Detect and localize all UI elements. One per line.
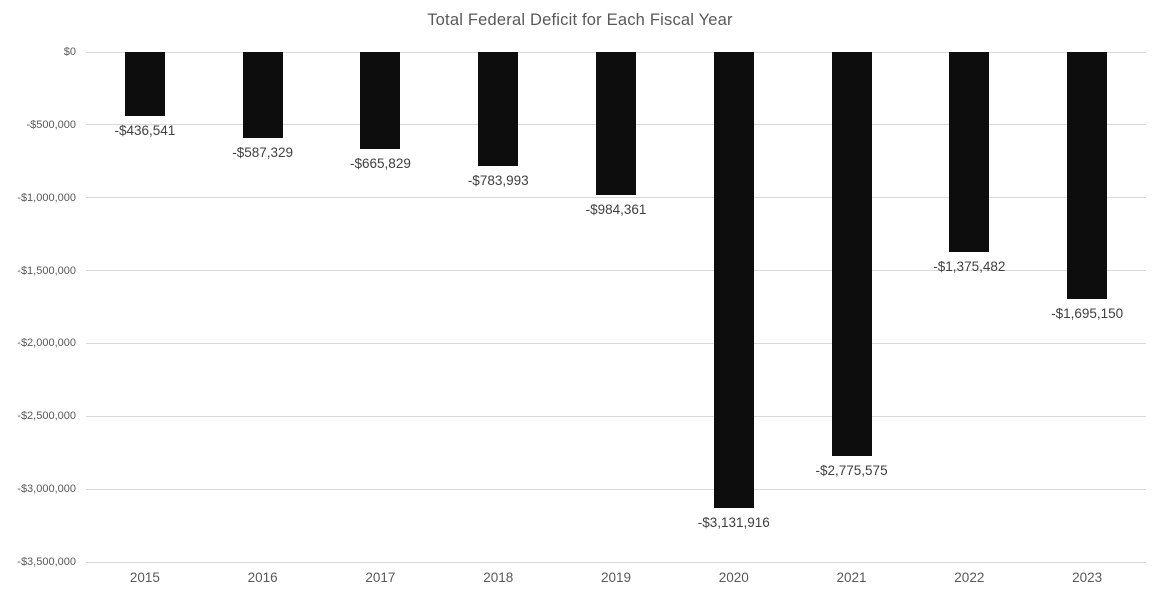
bar-value-label: -$1,375,482 [933,259,1006,275]
deficit-bar [242,52,283,138]
bar-value-label: -$665,829 [350,156,411,172]
bar-value-label: -$2,775,575 [815,463,888,479]
y-gridline [86,561,1146,563]
x-axis-category-label: 2015 [129,570,160,585]
bar-value-label: -$783,993 [467,173,529,189]
y-gridline [86,270,1146,272]
y-axis-tick-label: -$3,000,000 [17,483,76,496]
bar-value-label: -$436,541 [114,122,176,138]
x-axis-category-label: 2018 [483,570,514,585]
deficit-bar [1067,52,1108,299]
y-axis-tick-label: $0 [63,46,76,58]
x-axis-category-label: 2017 [365,570,396,585]
y-axis-tick-label: -$2,000,000 [17,337,76,350]
x-axis-category-label: 2021 [836,570,867,585]
deficit-bar [124,52,165,116]
y-axis-tick-label: -$2,500,000 [17,410,76,423]
x-axis-category-label: 2019 [600,570,632,585]
bar-value-label: -$3,131,916 [697,515,770,531]
deficit-bar [596,52,636,196]
chart-title: Total Federal Deficit for Each Fiscal Ye… [427,11,733,29]
y-axis-tick-label: -$1,500,000 [17,264,76,277]
y-gridline [86,415,1146,417]
x-axis-category-label: 2020 [718,570,749,585]
y-gridline [86,342,1146,344]
y-gridline [86,197,1146,199]
bar-value-label: -$984,361 [585,202,647,218]
deficit-bar [831,52,872,457]
y-gridline [86,488,1146,490]
x-axis-category-label: 2022 [954,570,985,585]
y-axis-tick-label: -$1,000,000 [17,191,76,204]
bar-value-label: -$587,329 [232,144,294,160]
deficit-bar [713,52,754,509]
y-axis-tick-label: -$3,500,000 [17,556,76,568]
deficit-bar [360,52,401,150]
x-axis-category-label: 2016 [247,570,278,585]
bar-value-label: -$1,695,150 [1051,306,1124,321]
deficit-bar [949,52,990,253]
x-axis-category-label: 2023 [1072,570,1103,585]
y-axis-tick-label: -$500,000 [26,118,76,131]
deficit-bar [478,52,519,167]
